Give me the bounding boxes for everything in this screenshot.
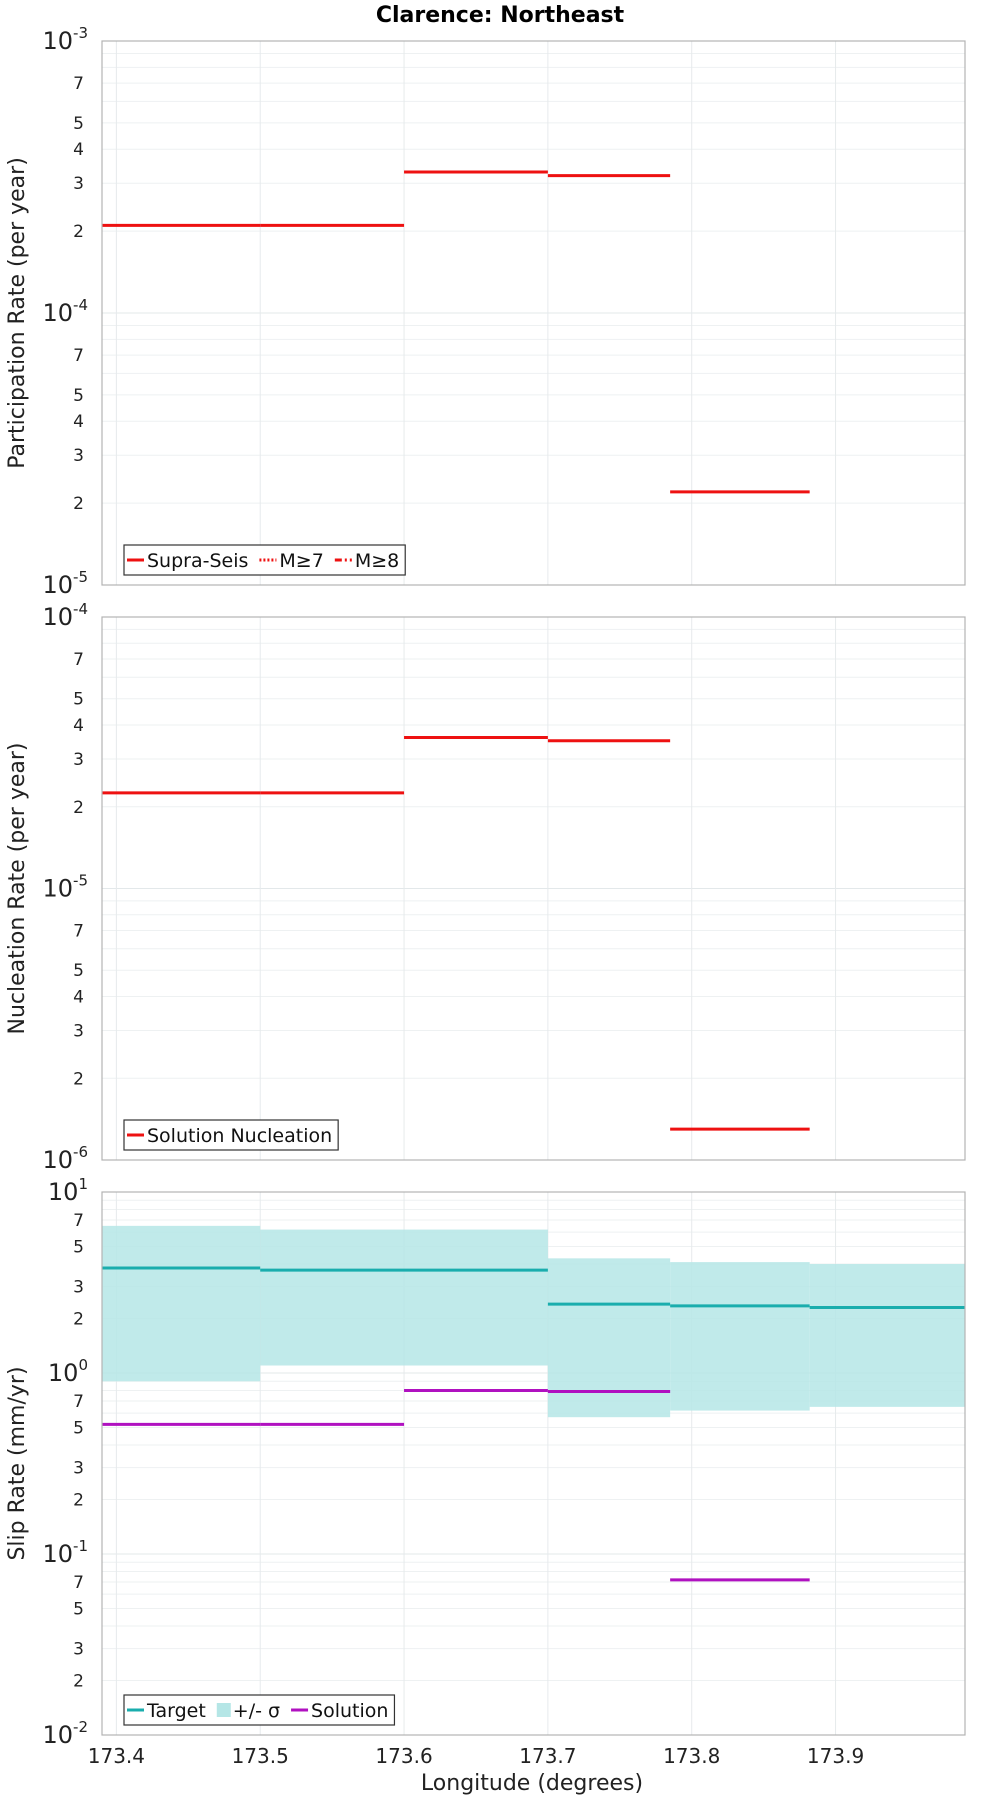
sigma-band-segment — [670, 1262, 810, 1411]
y-minor-label: 3 — [73, 1278, 84, 1298]
y-minor-label: 7 — [73, 346, 84, 366]
y-axis-label: Slip Rate (mm/yr) — [5, 1366, 30, 1560]
y-minor-label: 5 — [73, 690, 84, 710]
y-minor-label: 2 — [73, 1069, 84, 1089]
y-minor-label: 5 — [73, 1418, 84, 1438]
x-tick-label: 173.6 — [375, 1744, 432, 1768]
chart-title: Clarence: Northeast — [376, 3, 625, 28]
panel-nucleation: 10-6 10-5 10-4 2 3 4 5 7 2 3 4 5 7 Nucleation Rate (p… — [5, 600, 966, 1174]
legend-label: M≥7 — [279, 550, 323, 572]
y-decade-label: 10-4 — [42, 600, 88, 631]
y-minor-label: 2 — [73, 222, 84, 242]
y-minor-label: 3 — [73, 174, 84, 194]
legend-label: +/- σ — [233, 1700, 280, 1722]
x-tick-label: 173.8 — [663, 1744, 720, 1768]
legend: Solution Nucleation — [123, 1119, 339, 1151]
y-minor-label: 5 — [73, 1237, 84, 1257]
y-decade-label: 10-6 — [42, 1143, 88, 1174]
legend-label: Solution — [311, 1700, 388, 1722]
y-minor-label: 7 — [73, 650, 84, 670]
legend-label: Supra-Seis — [147, 550, 248, 572]
y-axis-label: Nucleation Rate (per year) — [5, 743, 30, 1035]
x-axis-label: Longitude (degrees) — [421, 1771, 643, 1796]
y-minor-label: 7 — [73, 922, 84, 942]
legend-swatch-box — [216, 1703, 231, 1717]
legend: Target +/- σ Solution — [123, 1694, 396, 1726]
sigma-band-segment — [809, 1264, 965, 1407]
y-minor-label: 3 — [73, 446, 84, 466]
y-minor-label: 4 — [73, 716, 84, 736]
sigma-band-segment — [260, 1229, 548, 1366]
y-minor-label: 5 — [73, 961, 84, 981]
y-minor-label: 5 — [73, 1599, 84, 1619]
legend-box — [123, 1694, 396, 1726]
y-minor-label: 3 — [73, 1459, 84, 1479]
y-minor-label: 4 — [73, 988, 84, 1008]
y-minor-label: 4 — [73, 140, 84, 160]
y-minor-label: 3 — [73, 1640, 84, 1660]
y-minor-label: 7 — [73, 1392, 84, 1412]
x-tick-label: 173.5 — [232, 1744, 289, 1768]
y-decade-label: 10-4 — [42, 296, 88, 327]
legend-label: Solution Nucleation — [147, 1125, 332, 1147]
y-decade-label: 10-1 — [42, 1537, 88, 1568]
panel-slip: 10-2 10-1 100 101 2 3 5 7 2 3 5 7 2 3 5 7 Slip Rate (mm/… — [5, 1175, 966, 1749]
legend-box — [123, 1119, 339, 1151]
y-axis-label: Participation Rate (per year) — [5, 157, 30, 469]
y-decade-label: 10-2 — [42, 1718, 88, 1749]
y-minor-label: 2 — [73, 1491, 84, 1511]
y-decade-label: 101 — [48, 1175, 88, 1206]
plot-frame — [101, 1191, 966, 1736]
legend: Supra-Seis M≥7 M≥8 — [123, 544, 406, 576]
y-minor-label: 2 — [73, 1672, 84, 1692]
plot-frame — [101, 616, 966, 1161]
y-decade-label: 10-5 — [42, 872, 88, 903]
y-minor-label: 5 — [73, 114, 84, 134]
y-minor-label: 2 — [73, 798, 84, 818]
plot-frame — [101, 40, 966, 586]
y-minor-label: 3 — [73, 750, 84, 770]
y-decade-label: 100 — [48, 1356, 88, 1387]
x-tick-label: 173.7 — [519, 1744, 576, 1768]
y-minor-label: 7 — [73, 1573, 84, 1593]
x-tick-label: 173.4 — [88, 1744, 145, 1768]
x-tick-label: 173.9 — [807, 1744, 864, 1768]
y-minor-label: 3 — [73, 1021, 84, 1041]
y-minor-label: 7 — [73, 74, 84, 94]
y-minor-label: 2 — [73, 494, 84, 514]
y-minor-label: 4 — [73, 412, 84, 432]
y-decade-label: 10-5 — [42, 568, 88, 599]
sigma-band-segment — [547, 1258, 671, 1418]
y-decade-label: 10-3 — [42, 24, 88, 55]
legend-label: M≥8 — [355, 550, 399, 572]
legend-label: Target — [146, 1700, 206, 1722]
y-minor-label: 2 — [73, 1310, 84, 1330]
panel-participation: 10-5 10-4 10-3 2 3 4 5 7 2 3 4 5 7 Participation Rate… — [5, 24, 966, 599]
sigma-band-segment — [102, 1225, 261, 1382]
y-minor-label: 7 — [73, 1211, 84, 1231]
y-minor-label: 5 — [73, 386, 84, 406]
